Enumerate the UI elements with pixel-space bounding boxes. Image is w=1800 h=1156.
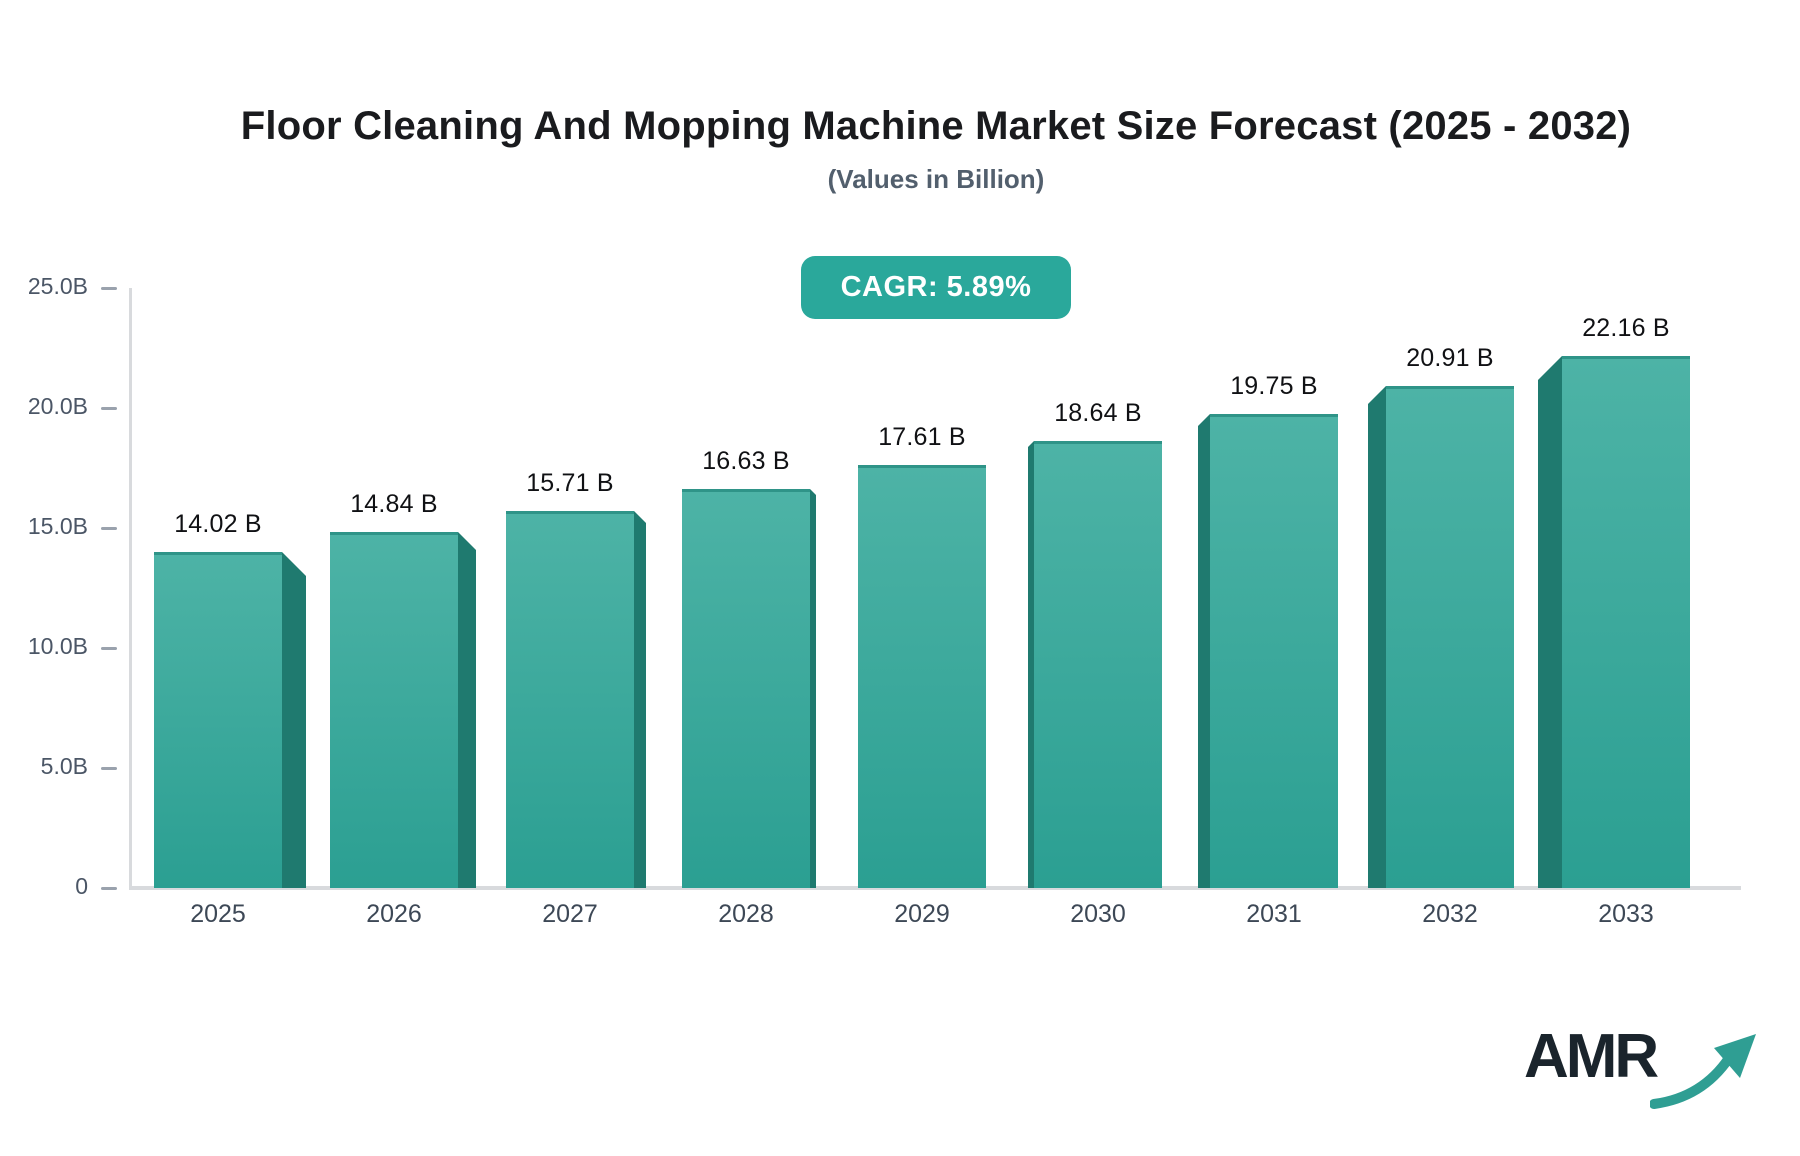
y-axis-label: 10.0B — [27, 633, 88, 659]
x-axis-label: 2027 — [542, 900, 598, 928]
bar-side-2027 — [634, 511, 646, 888]
x-baseline — [129, 886, 1741, 890]
y-axis-tick — [101, 887, 117, 890]
bar-2029 — [858, 465, 986, 888]
bar-side-2025 — [282, 552, 306, 888]
cagr-badge: CAGR: 5.89% — [800, 256, 1072, 319]
trend-up-arrow-icon — [1650, 1034, 1757, 1109]
y-axis-label: 5.0B — [40, 753, 88, 779]
bar-value-label: 22.16 B — [1582, 314, 1670, 342]
bar-side-2033 — [1538, 356, 1562, 888]
bar-value-label: 15.71 B — [526, 469, 614, 497]
x-axis-label: 2026 — [366, 900, 422, 928]
amr-logo-text: AMR — [1524, 1022, 1659, 1091]
bar-2032 — [1386, 386, 1514, 888]
y-axis-line — [129, 288, 132, 888]
bar-2033 — [1562, 356, 1690, 888]
x-axis-label: 2031 — [1246, 900, 1302, 928]
bar-2025 — [154, 552, 282, 888]
y-axis-tick — [101, 407, 117, 410]
bar-side-2030 — [1028, 441, 1034, 888]
y-axis-tick — [101, 647, 117, 650]
chart-title: Floor Cleaning And Mopping Machine Marke… — [240, 104, 1632, 148]
x-axis-label: 2025 — [190, 900, 246, 928]
amr-logo: AMR — [1524, 1026, 1762, 1110]
bar-value-label: 20.91 B — [1406, 344, 1494, 372]
bar-2030 — [1034, 441, 1162, 888]
y-axis-label: 20.0B — [27, 393, 88, 419]
y-axis-label: 15.0B — [27, 513, 88, 539]
bar-value-label: 19.75 B — [1230, 372, 1318, 400]
cagr-badge-row: CAGR: 5.89% — [132, 256, 1740, 319]
chart-subtitle: (Values in Billion) — [827, 164, 1045, 194]
x-axis-label: 2030 — [1070, 900, 1126, 928]
bar-2027 — [506, 511, 634, 888]
bar-value-label: 14.84 B — [350, 490, 438, 518]
bar-value-label: 17.61 B — [878, 423, 966, 451]
bar-side-2028 — [810, 489, 816, 888]
x-axis-label: 2033 — [1598, 900, 1654, 928]
bar-side-2026 — [458, 532, 476, 888]
y-axis-tick — [101, 767, 117, 770]
bar-value-label: 14.02 B — [174, 510, 262, 538]
bar-side-2032 — [1368, 386, 1386, 888]
x-axis-label: 2032 — [1422, 900, 1478, 928]
bar-value-label: 18.64 B — [1054, 399, 1142, 427]
bar-value-label: 16.63 B — [702, 447, 790, 475]
y-axis-tick — [101, 287, 117, 290]
x-axis-label: 2029 — [894, 900, 950, 928]
x-axis-label: 2028 — [718, 900, 774, 928]
y-axis-label: 25.0B — [27, 273, 88, 299]
bar-2026 — [330, 532, 458, 888]
y-axis-tick — [101, 527, 117, 530]
y-axis-label: 0 — [75, 873, 88, 899]
bar-2031 — [1210, 414, 1338, 888]
bar-side-2031 — [1198, 414, 1210, 888]
bar-2028 — [682, 489, 810, 888]
